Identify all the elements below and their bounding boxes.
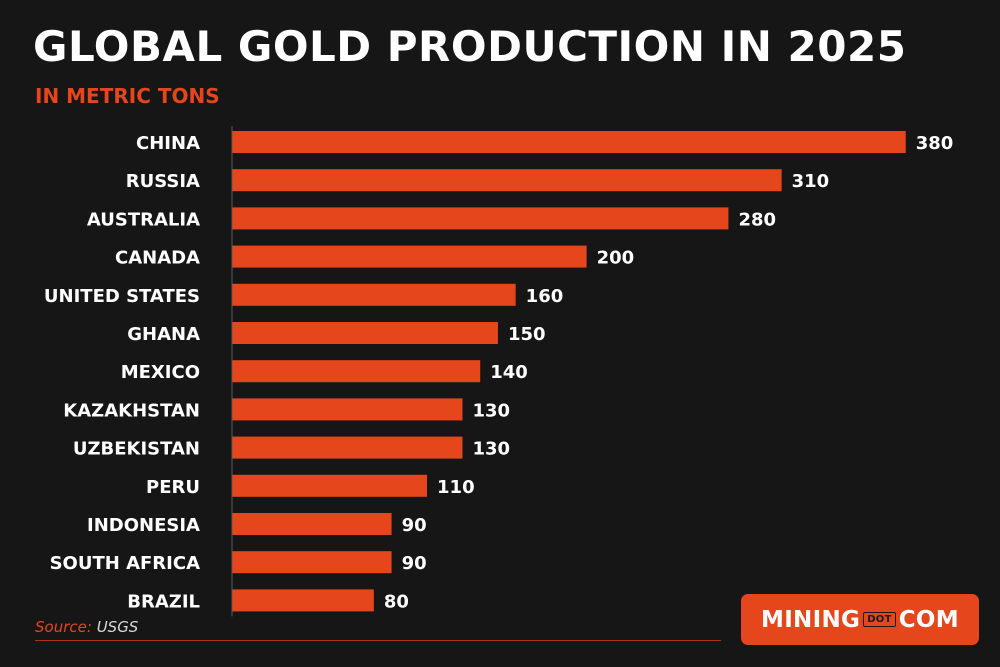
category-label: GHANA bbox=[127, 324, 200, 345]
value-label: 90 bbox=[402, 515, 427, 536]
value-label: 110 bbox=[437, 477, 475, 498]
mining-dot-com-logo[interactable]: MINING DOT COM bbox=[741, 594, 979, 645]
value-label: 130 bbox=[472, 439, 510, 460]
value-label: 150 bbox=[508, 324, 546, 345]
value-label: 380 bbox=[916, 133, 954, 154]
category-label: UZBEKISTAN bbox=[73, 439, 200, 460]
footer-divider bbox=[35, 640, 721, 641]
bar bbox=[232, 322, 498, 344]
value-label: 160 bbox=[526, 286, 564, 307]
value-label: 80 bbox=[384, 591, 409, 612]
chart-title: GLOBAL GOLD PRODUCTION IN 2025 bbox=[33, 22, 907, 71]
bar bbox=[232, 245, 587, 268]
bar bbox=[232, 283, 516, 306]
value-label: 90 bbox=[402, 553, 427, 574]
source-value: USGS bbox=[96, 618, 139, 636]
category-label: UNITED STATES bbox=[44, 286, 200, 307]
category-label: INDONESIA bbox=[87, 515, 200, 536]
bar bbox=[232, 474, 428, 497]
logo-text-dot: DOT bbox=[863, 612, 896, 627]
bars-layer: CHINA 380 RUSSIA 310 AUSTRALIA 280 CANADA 200 UN… bbox=[44, 131, 953, 612]
category-label: CANADA bbox=[115, 248, 200, 269]
category-label: PERU bbox=[146, 477, 200, 498]
value-label: 130 bbox=[472, 400, 510, 421]
value-label: 280 bbox=[738, 209, 776, 230]
source-note: Source: USGS bbox=[35, 618, 138, 636]
bar bbox=[232, 398, 463, 421]
category-label: KAZAKHSTAN bbox=[63, 400, 200, 421]
bar bbox=[232, 131, 906, 153]
bar bbox=[232, 513, 392, 535]
category-label: SOUTH AFRICA bbox=[50, 553, 200, 574]
bar bbox=[232, 207, 729, 230]
bar bbox=[232, 589, 374, 612]
source-label: Source: bbox=[35, 618, 92, 636]
bar bbox=[232, 169, 782, 192]
category-label: AUSTRALIA bbox=[87, 209, 200, 230]
value-label: 140 bbox=[490, 362, 528, 383]
category-label: RUSSIA bbox=[126, 171, 200, 192]
logo-text-mining: MINING bbox=[761, 606, 861, 633]
category-label: BRAZIL bbox=[127, 591, 200, 612]
value-label: 310 bbox=[792, 171, 830, 192]
category-label: MEXICO bbox=[121, 362, 200, 383]
value-label: 200 bbox=[597, 248, 635, 269]
bar bbox=[232, 436, 463, 459]
category-label: CHINA bbox=[136, 133, 200, 154]
bar bbox=[232, 360, 481, 383]
bar bbox=[232, 551, 392, 574]
chart-subtitle: IN METRIC TONS bbox=[35, 84, 220, 108]
logo-text-com: COM bbox=[898, 606, 959, 633]
